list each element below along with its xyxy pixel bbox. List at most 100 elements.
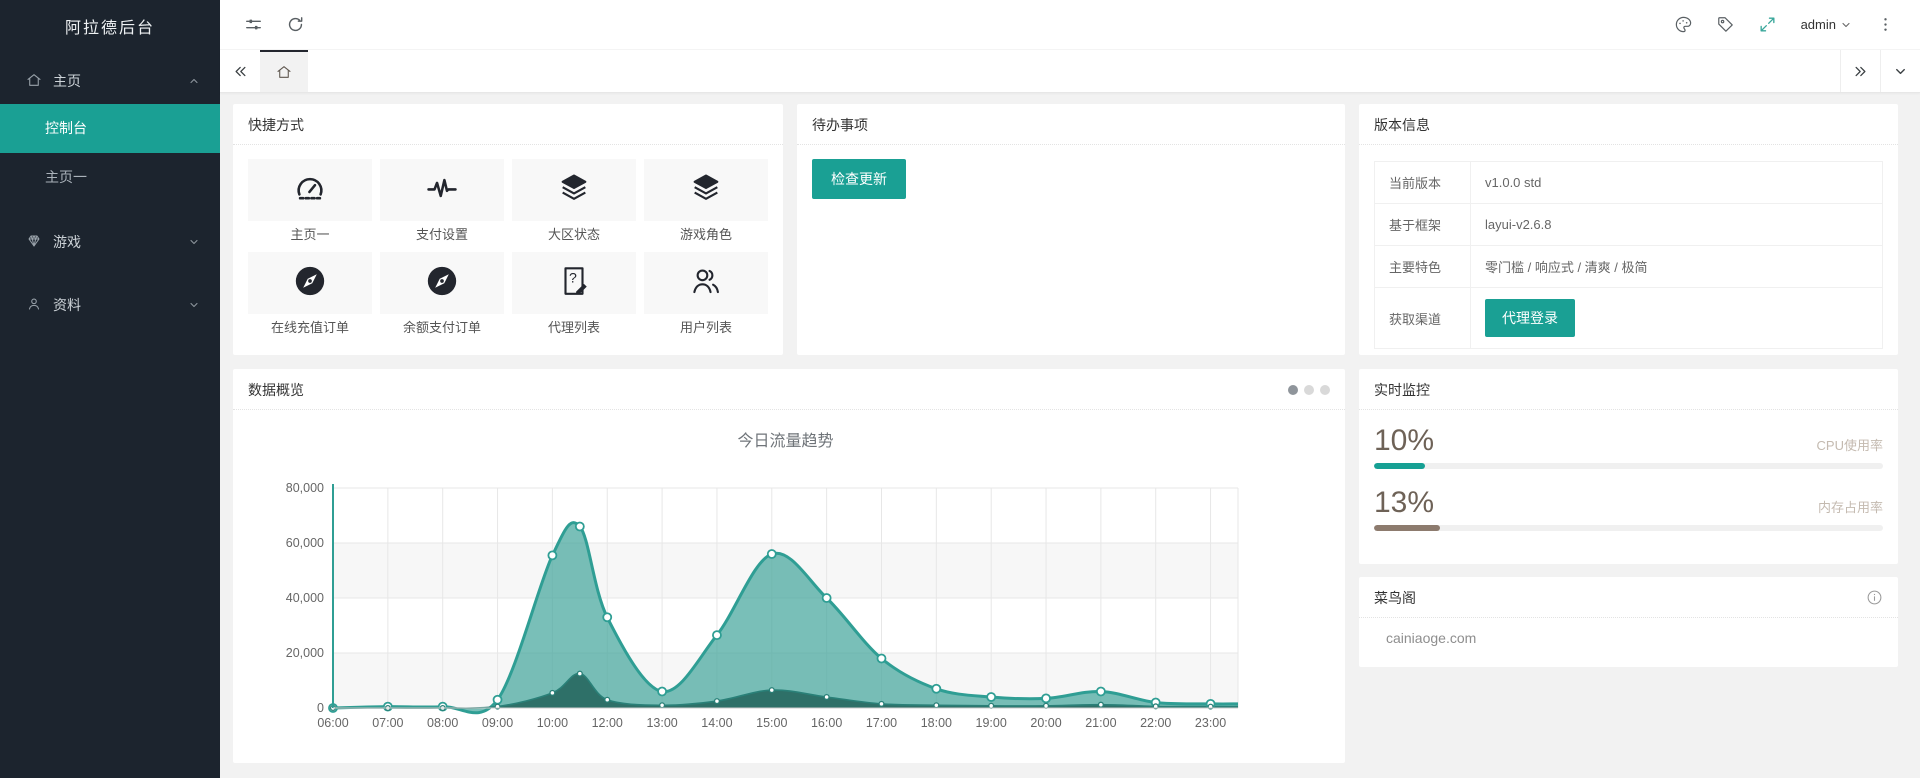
svg-text:20:00: 20:00 — [1030, 716, 1061, 730]
compass-icon — [293, 264, 327, 303]
shortcuts-card-title: 快捷方式 — [248, 116, 304, 133]
data-overview-title: 数据概览 — [248, 381, 304, 398]
promo-card-header: 菜鸟阁 — [1359, 577, 1898, 618]
traffic-trend-chart: 今日流量趋势 0 20,000 40,000 60,000 80,000 06:00 07:0… — [286, 432, 1239, 730]
shortcut-item-5[interactable]: 余额支付订单 — [380, 252, 504, 335]
svg-text:18:00: 18:00 — [921, 716, 952, 730]
svg-text:16:00: 16:00 — [811, 716, 842, 730]
home-tab[interactable] — [260, 50, 308, 92]
todo-card: 待办事项 检查更新 — [797, 104, 1345, 355]
version-row-label: 主要特色 — [1374, 245, 1471, 288]
promo-card-title: 菜鸟阁 — [1374, 589, 1416, 606]
promo-link[interactable]: cainiaoge.com — [1386, 630, 1477, 646]
svg-text:0: 0 — [317, 701, 324, 715]
shortcut-item-7[interactable]: 用户列表 — [644, 252, 768, 335]
svg-text:22:00: 22:00 — [1140, 716, 1171, 730]
svg-text:23:00: 23:00 — [1195, 716, 1226, 730]
version-row-2: 主要特色 零门槛 / 响应式 / 清爽 / 极简 — [1374, 245, 1883, 288]
version-row-label: 获取渠道 — [1374, 287, 1471, 349]
topbar: admin — [220, 0, 1920, 50]
main-area: admin 快捷方式 主页一 支付设置 大区状态 游戏角色在线充值订单 余额支付订单? 代… — [220, 0, 1920, 778]
sidebar-item-label: 主页 — [53, 72, 81, 89]
more-menu-icon[interactable] — [1864, 0, 1906, 50]
version-row-1: 基于框架 layui-v2.6.8 — [1374, 203, 1883, 246]
home-icon — [26, 72, 43, 89]
agent-login-button[interactable]: 代理登录 — [1485, 299, 1575, 337]
metric-label: 内存占用率 — [1817, 500, 1883, 515]
right-column: 实时监控 10% CPU使用率 13% 内存占用率 菜鸟阁 cainiaoge.com — [1359, 369, 1898, 763]
version-row-value: 代理登录 — [1470, 287, 1883, 349]
svg-text:06:00: 06:00 — [317, 716, 348, 730]
theme-palette-icon[interactable] — [1663, 0, 1705, 50]
shortcut-box — [248, 159, 372, 221]
sidebar-subitem-0-1[interactable]: 主页一 — [45, 169, 87, 185]
metric-progress-track — [1374, 525, 1883, 531]
svg-text:20,000: 20,000 — [286, 646, 324, 660]
shortcut-box — [380, 252, 504, 314]
version-row-value: layui-v2.6.8 — [1470, 203, 1883, 246]
version-row-value: v1.0.0 std — [1470, 161, 1883, 204]
username: admin — [1800, 17, 1836, 32]
tabs-scroll-left-button[interactable] — [220, 50, 260, 92]
shortcut-box — [380, 159, 504, 221]
monitor-card-title: 实时监控 — [1374, 381, 1430, 398]
shortcut-item-0[interactable]: 主页一 — [248, 159, 372, 242]
check-update-button[interactable]: 检查更新 — [812, 159, 906, 199]
shortcuts-card-header: 快捷方式 — [233, 104, 783, 145]
sidebar-item-1[interactable]: 游戏 — [0, 218, 220, 265]
sidebar-subitem-0-0[interactable]: 控制台 — [0, 104, 220, 153]
shortcut-label: 用户列表 — [679, 320, 732, 335]
sidebar-item-2[interactable]: 资料 — [0, 281, 220, 328]
sidebar: 阿拉德后台 主页 控制台 主页一 游戏 资料 — [0, 0, 220, 778]
shortcut-item-3[interactable]: 游戏角色 — [644, 159, 768, 242]
chevron-down-icon — [188, 299, 200, 311]
todo-card-title: 待办事项 — [812, 116, 868, 133]
chevron-down-icon — [188, 236, 200, 248]
shortcut-box — [644, 159, 768, 221]
refresh-icon[interactable] — [274, 0, 316, 50]
shortcut-item-2[interactable]: 大区状态 — [512, 159, 636, 242]
user-icon — [26, 296, 43, 313]
todo-card-header: 待办事项 — [797, 104, 1345, 145]
pulse-icon — [425, 171, 459, 210]
carousel-dot-1[interactable] — [1304, 384, 1314, 395]
compass-icon — [425, 264, 459, 303]
promo-card: 菜鸟阁 cainiaoge.com — [1359, 577, 1898, 667]
metric-0: 10% CPU使用率 — [1374, 424, 1883, 469]
tag-icon[interactable] — [1705, 0, 1747, 50]
shortcut-label: 支付设置 — [415, 227, 468, 242]
svg-text:14:00: 14:00 — [701, 716, 732, 730]
tabs-scroll-right-button[interactable] — [1840, 50, 1880, 92]
shortcut-item-1[interactable]: 支付设置 — [380, 159, 504, 242]
svg-text:12:00: 12:00 — [592, 716, 623, 730]
shortcut-box — [248, 252, 372, 314]
info-icon[interactable] — [1866, 589, 1883, 606]
shortcut-box — [512, 159, 636, 221]
metric-progress-track — [1374, 463, 1883, 469]
metric-value: 10% — [1374, 424, 1435, 457]
carousel-dot-0[interactable] — [1288, 384, 1298, 395]
monitor-card-header: 实时监控 — [1359, 369, 1898, 410]
shortcut-item-6[interactable]: ? 代理列表 — [512, 252, 636, 335]
tabs-menu-button[interactable] — [1880, 50, 1920, 92]
shortcut-label: 代理列表 — [547, 320, 600, 335]
shortcut-item-4[interactable]: 在线充值订单 — [248, 252, 372, 335]
doc-edit-icon: ? — [557, 264, 591, 303]
tab-bar — [220, 50, 1920, 93]
version-card: 版本信息 当前版本 v1.0.0 std 基于框架 layui-v2.6.8 主要特色零… — [1359, 104, 1898, 355]
metric-label: CPU使用率 — [1816, 438, 1883, 453]
shortcut-grid: 主页一 支付设置 大区状态 游戏角色在线充值订单 余额支付订单? 代理列表 用户列表 — [248, 159, 768, 335]
shortcut-label: 游戏角色 — [679, 227, 732, 242]
carousel-dot-2[interactable] — [1320, 384, 1330, 395]
sidebar-toggle-icon[interactable] — [232, 0, 274, 50]
sidebar-item-label: 游戏 — [53, 233, 81, 250]
version-table: 当前版本 v1.0.0 std 基于框架 layui-v2.6.8 主要特色 零门槛 / … — [1374, 161, 1883, 349]
metric-value: 13% — [1374, 486, 1435, 519]
sidebar-item-0[interactable]: 主页 — [0, 57, 220, 104]
user-menu[interactable]: admin — [1789, 0, 1864, 50]
svg-text:60,000: 60,000 — [286, 536, 324, 550]
tabbar-spacer — [308, 50, 1840, 92]
layers-icon — [689, 171, 723, 210]
fullscreen-icon[interactable] — [1747, 0, 1789, 50]
